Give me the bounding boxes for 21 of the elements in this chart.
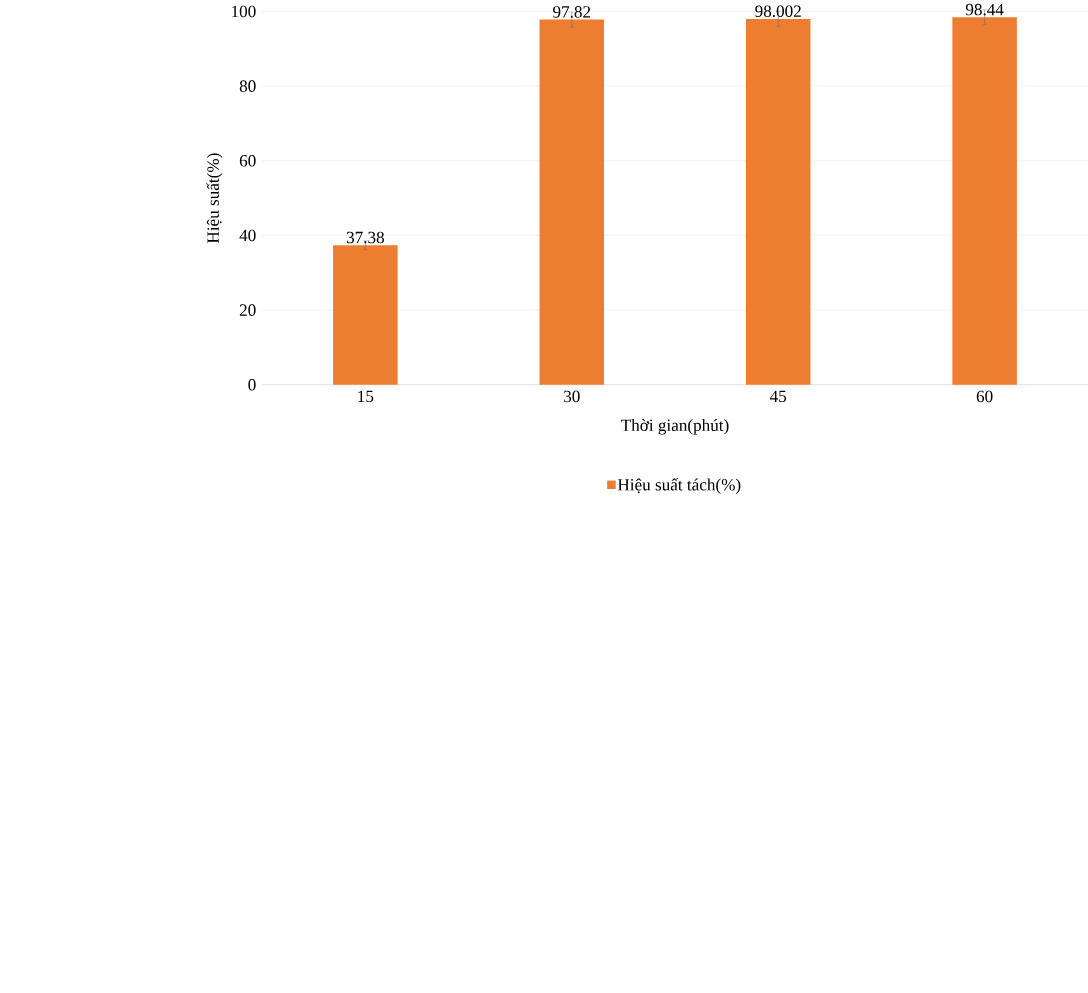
data-label: 37.38 bbox=[346, 231, 384, 244]
bar bbox=[952, 17, 1017, 385]
x-tick-label: 15 bbox=[358, 390, 374, 403]
bar bbox=[745, 18, 811, 385]
data-label: 98.44 bbox=[965, 3, 1004, 16]
bar bbox=[333, 245, 398, 385]
y-tick-label: 80 bbox=[239, 80, 256, 92]
y-tick-label: 40 bbox=[239, 229, 256, 242]
y-tick-label: 0 bbox=[248, 378, 256, 391]
bar bbox=[539, 19, 605, 385]
data-label: 97.82 bbox=[553, 6, 591, 18]
x-tick-label: 30 bbox=[564, 390, 580, 403]
y-tick-label: 100 bbox=[232, 5, 256, 18]
x-axis-title: Thời gian(phút) bbox=[621, 418, 729, 435]
legend-label: Hiệu suất tách(%) bbox=[617, 477, 741, 494]
x-tick-label: 45 bbox=[769, 390, 787, 402]
y-tick-label: 60 bbox=[239, 154, 256, 167]
y-axis-title: Hiệu suất(%) bbox=[206, 153, 223, 243]
data-label: 98.002 bbox=[755, 5, 801, 17]
y-tick-label: 20 bbox=[239, 304, 256, 316]
x-tick-label: 60 bbox=[976, 390, 993, 403]
